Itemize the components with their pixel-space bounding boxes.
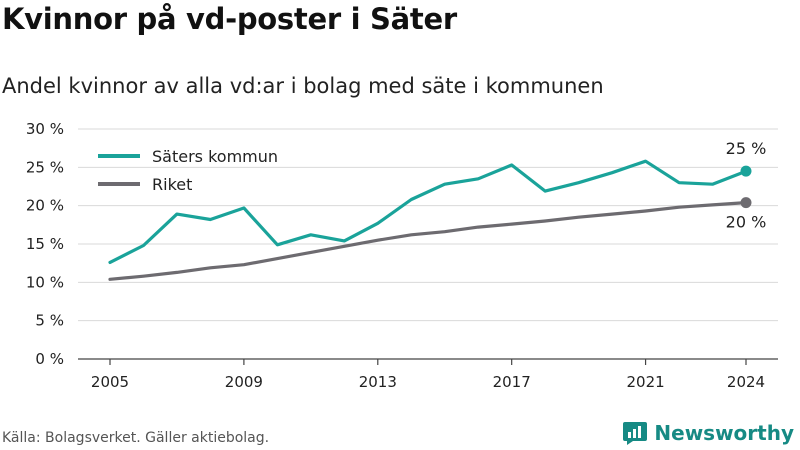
x-tick-label: 2005 (91, 373, 129, 391)
series-end-point (740, 165, 752, 177)
source-note: Källa: Bolagsverket. Gäller aktiebolag. (2, 430, 270, 446)
x-tick-label: 2009 (225, 373, 263, 391)
y-tick-label: 25 % (26, 158, 64, 176)
legend-label: Säters kommun (152, 147, 278, 166)
series-line (108, 201, 748, 281)
y-tick-label: 20 % (26, 197, 64, 215)
legend-label: Riket (152, 175, 192, 194)
chart-title: Kvinnor på vd-poster i Säter (2, 2, 457, 36)
brand-name: Newsworthy (654, 421, 794, 445)
x-tick-label: 2021 (626, 373, 664, 391)
series-end-point (740, 197, 752, 209)
series-line (108, 159, 748, 264)
series-end-label: 25 % (726, 139, 767, 158)
chart-subtitle: Andel kvinnor av alla vd:ar i bolag med … (2, 74, 604, 98)
newsworthy-logo-icon (623, 422, 648, 445)
x-tick-label: 2024 (727, 373, 765, 391)
y-tick-label: 10 % (26, 273, 64, 291)
y-tick-label: 5 % (35, 312, 64, 330)
y-tick-label: 0 % (35, 350, 64, 368)
brand-logo[interactable]: Newsworthy (622, 420, 794, 446)
y-tick-label: 15 % (26, 235, 64, 253)
x-tick-label: 2013 (359, 373, 397, 391)
series-end-label: 20 % (726, 213, 767, 232)
x-tick-label: 2017 (493, 373, 531, 391)
y-tick-label: 30 % (26, 120, 64, 138)
